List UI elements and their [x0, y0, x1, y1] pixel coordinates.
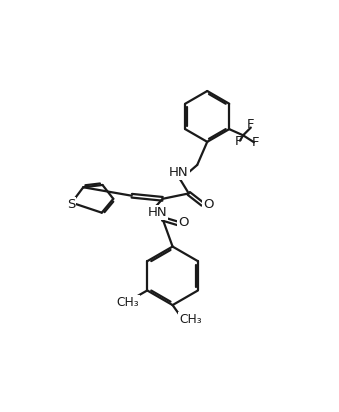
Text: HN: HN: [147, 206, 167, 219]
Text: O: O: [178, 216, 188, 229]
Text: F: F: [235, 135, 242, 148]
Text: CH₃: CH₃: [116, 295, 139, 309]
Text: S: S: [67, 198, 75, 211]
Text: F: F: [252, 136, 259, 150]
Text: CH₃: CH₃: [179, 313, 202, 326]
Text: O: O: [203, 199, 213, 211]
Text: HN: HN: [169, 166, 188, 179]
Text: F: F: [247, 118, 255, 131]
